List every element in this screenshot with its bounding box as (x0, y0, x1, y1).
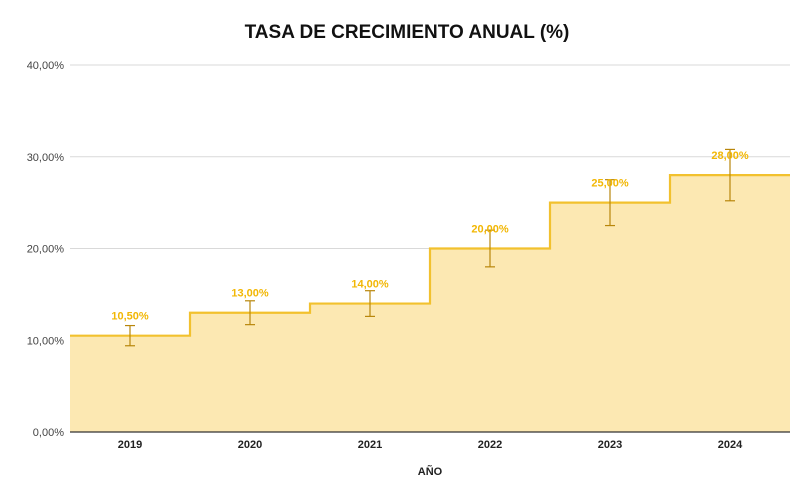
error-bar (365, 290, 375, 317)
error-bars (125, 148, 735, 347)
y-tick-label: 10,00% (27, 335, 65, 347)
x-tick-label: 2020 (238, 439, 262, 451)
x-tick-label: 2022 (478, 439, 502, 451)
x-tick-label: 2024 (718, 439, 743, 451)
data-label: 20,00% (471, 224, 509, 236)
error-bar (485, 229, 495, 268)
error-bar (725, 148, 735, 202)
chart-title: TASA DE CRECIMIENTO ANUAL (%) (245, 22, 570, 43)
x-axis-ticks: 2019 2020 2021 2022 2023 2024 (118, 439, 743, 451)
x-tick-label: 2019 (118, 439, 142, 451)
y-tick-label: 20,00% (27, 244, 65, 256)
plot-area (70, 174, 790, 432)
error-bar (245, 300, 255, 326)
y-axis-ticks: 0,00% 10,00% 20,00% 30,00% 40,00% (27, 60, 65, 439)
data-label: 10,50% (111, 311, 149, 323)
data-label: 13,00% (231, 288, 269, 300)
data-label: 28,00% (711, 150, 749, 162)
y-tick-label: 30,00% (27, 152, 65, 164)
error-bar (605, 179, 615, 227)
x-tick-label: 2023 (598, 439, 622, 451)
series-step-line (70, 174, 790, 337)
data-label: 14,00% (351, 279, 389, 291)
x-tick-label: 2021 (358, 439, 382, 451)
x-axis-label: AÑO (418, 465, 443, 478)
data-labels: 10,50% 13,00% 14,00% 20,00% 25,00% 28,00% (111, 150, 749, 323)
data-label: 25,00% (591, 178, 629, 190)
error-bar (125, 324, 135, 347)
y-tick-label: 40,00% (27, 60, 65, 72)
y-tick-label: 0,00% (33, 427, 64, 439)
